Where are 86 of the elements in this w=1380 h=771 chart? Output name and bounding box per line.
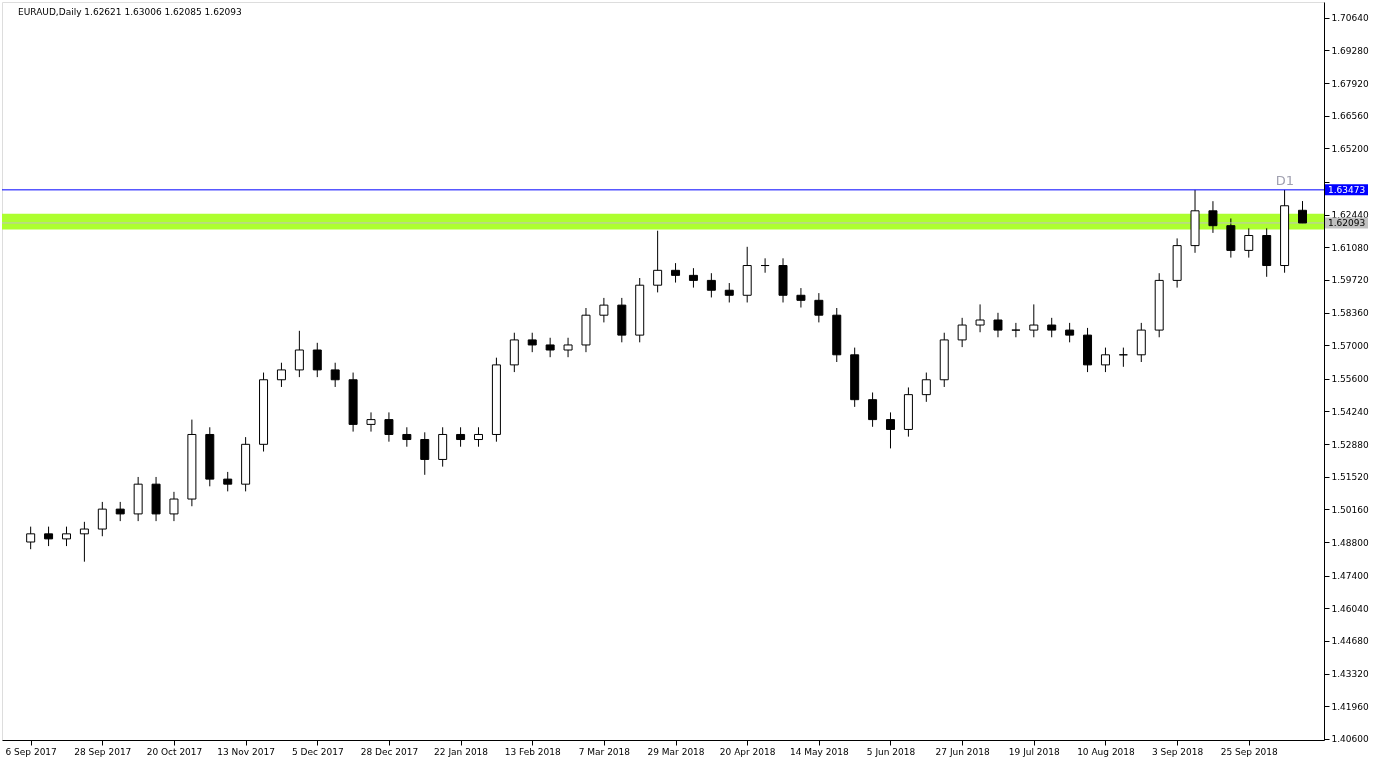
y-tick-label: 1.44680 <box>1331 636 1369 647</box>
candlestick <box>724 282 734 303</box>
candlestick <box>79 521 89 563</box>
x-tick-label: 27 Jun 2018 <box>935 746 990 757</box>
candlestick <box>1065 322 1075 343</box>
candlestick <box>1029 303 1039 338</box>
y-tick-label: 1.67920 <box>1331 78 1369 89</box>
candlestick <box>671 262 681 284</box>
x-tick-label: 20 Apr 2018 <box>719 746 776 757</box>
candlestick <box>688 267 698 289</box>
candlestick <box>97 501 107 537</box>
ref-line-label: 1.63473 <box>1328 184 1366 195</box>
y-tick-label: 1.55600 <box>1331 374 1369 385</box>
candlestick <box>796 287 806 309</box>
annotation: D1 <box>1275 172 1294 188</box>
y-tick-label: 1.50160 <box>1331 504 1369 515</box>
candlestick <box>312 342 322 378</box>
candlestick <box>1298 200 1307 224</box>
candlestick <box>653 230 663 293</box>
candlestick <box>384 411 394 443</box>
y-tick-label: 1.70640 <box>1331 13 1369 24</box>
candlestick <box>294 330 304 378</box>
y-tick-label: 1.40600 <box>1331 734 1369 745</box>
y-tick-label: 1.47400 <box>1331 571 1369 582</box>
x-tick-label: 5 Dec 2017 <box>291 746 344 757</box>
x-tick-label: 28 Dec 2017 <box>360 746 419 757</box>
candlestick <box>1047 317 1057 338</box>
candlestick <box>563 337 573 358</box>
ref-line-label: 1.62093 <box>1328 217 1366 228</box>
y-tick-label: 1.59720 <box>1331 275 1369 286</box>
candlestick <box>814 292 824 323</box>
y-tick-label: 1.65200 <box>1331 143 1369 154</box>
y-tick-label: 1.58360 <box>1331 308 1369 319</box>
y-tick-label: 1.48800 <box>1331 537 1369 548</box>
candlestick <box>527 332 537 353</box>
candlestick <box>420 431 430 476</box>
candlestick <box>169 491 179 522</box>
candlestick <box>276 362 286 388</box>
x-tick-label: 28 Sep 2017 <box>74 746 132 757</box>
x-tick-label: 13 Feb 2018 <box>504 746 562 757</box>
x-tick-label: 10 Aug 2018 <box>1077 746 1136 757</box>
x-tick-label: 6 Sep 2017 <box>5 746 57 757</box>
y-tick-label: 1.66560 <box>1331 111 1369 122</box>
candlestick <box>456 426 466 448</box>
candlestick <box>44 526 54 547</box>
y-tick-label: 1.46040 <box>1331 603 1369 614</box>
candlestick <box>330 362 340 388</box>
x-tick-label: 19 Jul 2018 <box>1008 746 1061 757</box>
x-tick-label: 22 Jan 2018 <box>434 746 489 757</box>
y-tick-label: 1.51520 <box>1331 472 1369 483</box>
candlestick <box>223 471 233 492</box>
x-tick-label: 13 Nov 2017 <box>217 746 275 757</box>
candlestick <box>545 337 555 358</box>
candlestick <box>61 526 71 547</box>
candlestick <box>473 426 483 448</box>
candlestick <box>1208 200 1218 234</box>
text: EURAUD,Daily 1.62621 1.63006 1.62085 1.62093 <box>18 7 242 17</box>
candlestick <box>993 312 1003 338</box>
x-tick-label: 7 Mar 2018 <box>578 746 631 757</box>
y-tick-label: 1.69280 <box>1331 45 1369 56</box>
candlestick <box>706 272 716 298</box>
y-tick-label: 1.61080 <box>1331 242 1369 253</box>
candlestick <box>1100 347 1110 373</box>
candlestick <box>868 391 878 428</box>
candlestick <box>402 426 412 448</box>
candlestick <box>957 317 967 348</box>
x-tick-label: 29 Mar 2018 <box>647 746 705 757</box>
candlestick <box>886 411 895 449</box>
y-tick-label: 1.43320 <box>1331 669 1369 680</box>
candlestick <box>115 501 125 522</box>
x-tick-label: 25 Sep 2018 <box>1220 746 1279 757</box>
y-tick-label: 1.57000 <box>1331 340 1369 351</box>
candlestick <box>366 411 376 433</box>
candlestick <box>1011 322 1021 338</box>
y-tick-label: 1.41960 <box>1331 701 1369 712</box>
x-tick-label: 3 Sep 2018 <box>1151 746 1204 757</box>
x-tick-label: 14 May 2018 <box>790 746 849 757</box>
x-tick-label: 5 Jun 2018 <box>866 746 916 757</box>
candlestick <box>599 297 609 323</box>
candlestick <box>975 303 985 333</box>
candlestick <box>26 526 36 550</box>
y-tick-label: 1.52880 <box>1331 439 1369 450</box>
candlestick <box>921 372 931 403</box>
x-tick-label: 20 Oct 2017 <box>146 746 203 757</box>
y-tick-label: 1.54240 <box>1331 406 1369 417</box>
candlestick <box>1244 227 1254 259</box>
